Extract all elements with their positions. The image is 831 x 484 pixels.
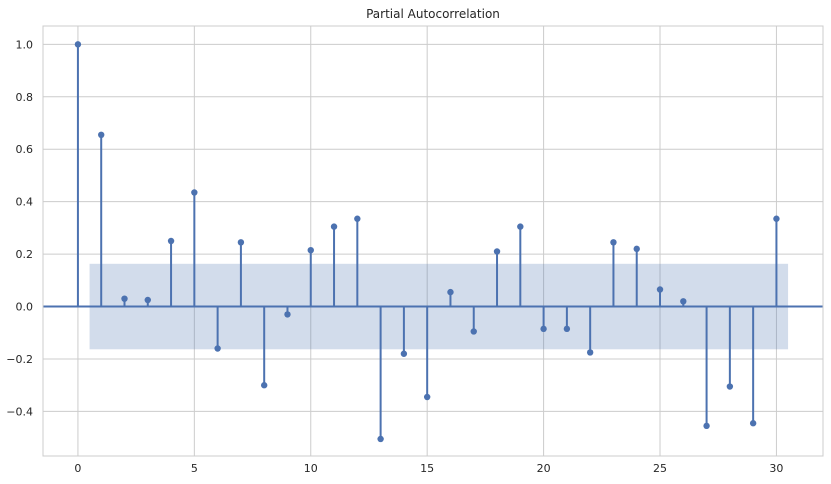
stem-marker: [493, 248, 501, 255]
stem-marker: [377, 435, 384, 443]
stem-marker: [749, 420, 757, 427]
stem-marker: [680, 298, 687, 305]
y-tick-label: −0.4: [6, 405, 33, 418]
stem-marker: [121, 295, 128, 302]
stems: [43, 41, 823, 443]
stem-marker: [703, 422, 710, 430]
y-tick-labels: −0.4 −0.2 0.0 0.2 0.4 0.6 0.8 1.0: [6, 38, 33, 418]
y-tick-label: 0.0: [16, 301, 34, 314]
stem-marker: [633, 245, 640, 253]
stem-marker: [656, 286, 664, 293]
stem-marker: [563, 325, 571, 333]
stem-marker: [98, 131, 105, 139]
stem-marker: [517, 223, 524, 230]
y-tick-label: 0.2: [16, 248, 34, 261]
stem-marker: [423, 393, 431, 401]
stem-marker: [284, 311, 291, 318]
stem-marker: [307, 246, 314, 254]
x-tick-label: 5: [191, 462, 198, 475]
y-tick-label: −0.2: [6, 353, 33, 366]
y-tick-label: 0.8: [16, 91, 34, 104]
stem-marker: [260, 382, 268, 389]
stem-marker: [144, 296, 151, 304]
stem-marker: [354, 215, 361, 222]
stem-marker: [400, 350, 408, 357]
stem-marker: [470, 328, 477, 335]
x-tick-label: 25: [653, 462, 667, 475]
x-tick-label: 20: [537, 462, 551, 475]
stem-marker: [726, 383, 734, 390]
y-tick-label: 0.6: [16, 143, 34, 156]
x-tick-label: 30: [769, 462, 783, 475]
stem-marker: [167, 237, 175, 245]
stem-marker: [447, 288, 454, 296]
stem-marker: [586, 349, 594, 356]
x-tick-label: 10: [304, 462, 318, 475]
x-tick-label: 0: [74, 462, 81, 475]
y-tick-label: 0.4: [16, 196, 34, 209]
stem-marker: [74, 41, 82, 48]
stem-marker: [330, 223, 338, 230]
chart-title: Partial Autocorrelation: [366, 7, 500, 21]
stem-marker: [191, 189, 198, 196]
stem-marker: [773, 215, 780, 222]
stem-marker: [610, 239, 617, 246]
x-tick-label: 15: [420, 462, 434, 475]
stem-marker: [540, 325, 547, 333]
stem-marker: [214, 345, 221, 352]
plot-frame: [42, 25, 824, 457]
stem-marker: [237, 239, 245, 246]
x-tick-labels: 0 5 10 15 20 25 30: [74, 462, 783, 475]
y-tick-label: 1.0: [16, 38, 34, 51]
